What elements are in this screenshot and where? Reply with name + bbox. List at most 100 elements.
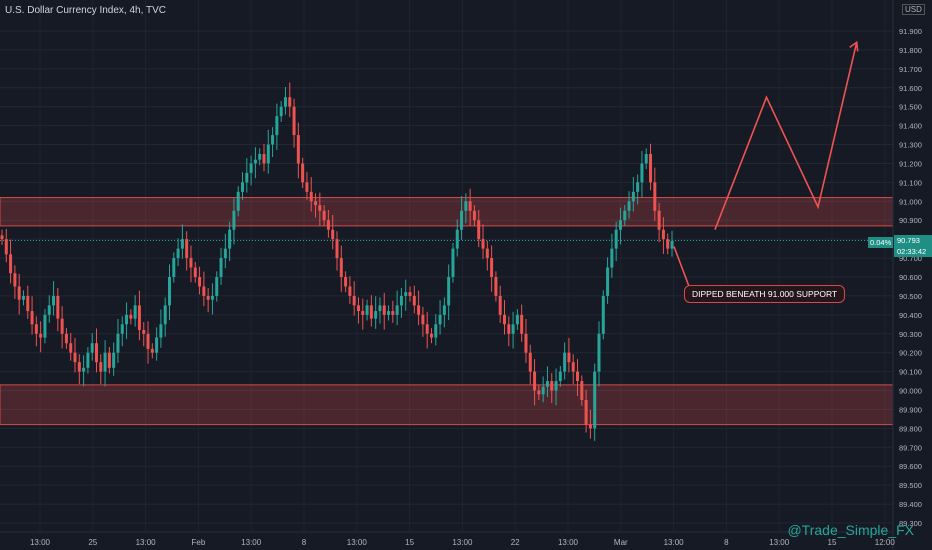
chart-title: U.S. Dollar Currency Index, 4h, TVC bbox=[5, 5, 166, 16]
y-axis[interactable]: 91.900 91.800 91.700 91.600 91.500 91.400 91.3… bbox=[892, 0, 922, 550]
candle-body bbox=[550, 381, 554, 391]
candle-body bbox=[47, 305, 51, 315]
y-tick-label: 90.500 bbox=[899, 292, 922, 301]
candle-body bbox=[391, 311, 395, 315]
candle-body bbox=[94, 343, 98, 363]
y-tick-label: 91.700 bbox=[899, 65, 922, 74]
candle-body bbox=[365, 305, 369, 315]
candle-body bbox=[382, 305, 386, 315]
candle-body bbox=[228, 229, 232, 249]
candle-body bbox=[107, 352, 111, 368]
x-tick-label: 8 bbox=[724, 538, 729, 547]
candle-body bbox=[567, 352, 571, 363]
candle-body bbox=[541, 386, 545, 395]
candle-body bbox=[223, 248, 227, 259]
candle-body bbox=[421, 314, 425, 325]
candle-body bbox=[670, 241, 674, 249]
candle-body bbox=[112, 352, 116, 368]
candle-body bbox=[369, 305, 373, 319]
candle-body bbox=[150, 348, 154, 353]
candle-body bbox=[417, 305, 421, 315]
candle-body bbox=[554, 381, 558, 391]
candle-body bbox=[472, 210, 476, 221]
candle-body bbox=[271, 135, 275, 145]
candle-body bbox=[627, 201, 631, 211]
candle-body bbox=[60, 318, 64, 334]
x-tick-label: 13:00 bbox=[452, 538, 473, 547]
candle-body bbox=[99, 362, 103, 372]
y-tick-label: 91.000 bbox=[899, 197, 922, 206]
candle-body bbox=[408, 292, 412, 296]
candle-body bbox=[640, 163, 644, 183]
candle-body bbox=[301, 163, 305, 183]
candle-body bbox=[26, 295, 30, 312]
candle-body bbox=[155, 337, 159, 353]
candle-body bbox=[258, 154, 262, 160]
candle-body bbox=[198, 277, 202, 287]
grid-lines bbox=[0, 30, 893, 524]
candle-body bbox=[180, 239, 184, 249]
candle-body bbox=[460, 210, 464, 230]
y-tick-label: 91.900 bbox=[899, 27, 922, 36]
support-zone bbox=[0, 197, 894, 227]
candle-body bbox=[451, 248, 455, 277]
candle-body bbox=[661, 229, 665, 240]
candle-body bbox=[120, 324, 124, 334]
y-tick-label: 90.900 bbox=[899, 216, 922, 225]
candle-body bbox=[438, 314, 442, 325]
x-tick-label: Feb bbox=[192, 538, 206, 547]
x-tick-label: 25 bbox=[88, 538, 97, 547]
y-tick-label: 89.500 bbox=[899, 481, 922, 490]
candle-body bbox=[412, 295, 416, 306]
candle-body bbox=[666, 239, 670, 249]
candle-body bbox=[305, 182, 309, 192]
candle-body bbox=[524, 333, 528, 353]
x-tick-label: 13:00 bbox=[769, 538, 790, 547]
x-axis[interactable]: 13:00 25 13:00 Feb 13:00 8 13:00 15 13:00 22 13:00… bbox=[0, 531, 895, 547]
candle-body bbox=[545, 381, 549, 387]
candle-body bbox=[288, 97, 292, 107]
candle-body bbox=[576, 371, 580, 382]
y-tick-label: 91.500 bbox=[899, 103, 922, 112]
candle-body bbox=[86, 352, 90, 368]
x-tick-label: 13:00 bbox=[136, 538, 157, 547]
bar-countdown: 02:33:42 bbox=[897, 247, 927, 256]
candle-body bbox=[0, 235, 4, 240]
candle-body bbox=[481, 239, 485, 249]
candle-body bbox=[185, 239, 189, 259]
candle-body bbox=[296, 135, 300, 164]
candle-body bbox=[387, 311, 391, 315]
candle-body bbox=[163, 305, 167, 325]
candle-body bbox=[442, 305, 446, 315]
y-tick-label: 90.100 bbox=[899, 368, 922, 377]
currency-label: USD bbox=[902, 4, 925, 15]
candle-body bbox=[644, 154, 648, 164]
candle-body bbox=[241, 182, 245, 192]
y-tick-label: 91.200 bbox=[899, 159, 922, 168]
percent-change-tag: 0.04% bbox=[868, 237, 894, 248]
x-tick-label: 13:00 bbox=[30, 538, 51, 547]
projection-path bbox=[673, 40, 859, 290]
candle-body bbox=[90, 343, 94, 353]
candle-body bbox=[326, 220, 330, 230]
candle-body bbox=[606, 267, 610, 296]
candle-body bbox=[563, 352, 567, 372]
candle-body bbox=[580, 381, 584, 400]
candle-body bbox=[21, 295, 25, 300]
y-tick-label: 90.000 bbox=[899, 387, 922, 396]
x-tick-label: 15 bbox=[405, 538, 414, 547]
candle-body bbox=[374, 311, 378, 319]
candle-body bbox=[464, 201, 468, 211]
candle-body bbox=[142, 329, 146, 334]
candle-body bbox=[649, 154, 653, 183]
candle-body bbox=[498, 295, 502, 315]
candle-body bbox=[189, 258, 193, 268]
candle-body bbox=[618, 220, 622, 230]
y-tick-label: 91.800 bbox=[899, 46, 922, 55]
candle-body bbox=[39, 333, 43, 338]
candle-body bbox=[64, 333, 68, 344]
candle-body bbox=[597, 333, 601, 372]
candle-body bbox=[335, 239, 339, 259]
candle-body bbox=[477, 220, 481, 240]
